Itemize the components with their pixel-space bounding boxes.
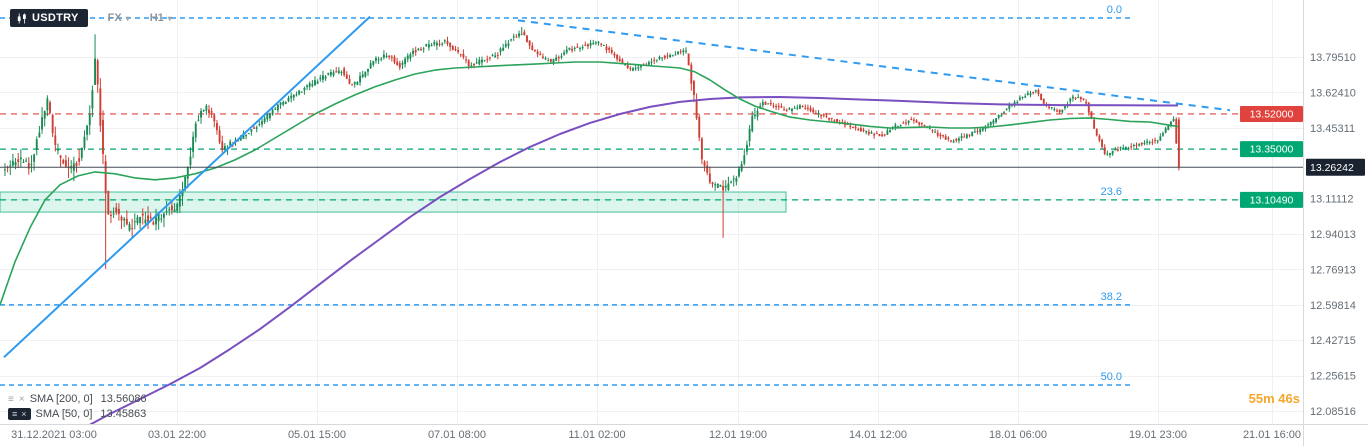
time-tick-label: 05.01 15:00 — [288, 429, 346, 441]
descending-trendline[interactable] — [517, 19, 1231, 112]
indicator-label: SMA [200, 0] — [29, 393, 93, 405]
close-icon[interactable]: × — [18, 393, 25, 405]
price-tick-label: 12.42715 — [1310, 335, 1356, 347]
fib-label: 0.0 — [1107, 4, 1122, 16]
indicator-value: 13.56086 — [100, 393, 147, 405]
symbol-label: USDTRY — [32, 12, 79, 24]
close-icon[interactable]: × — [21, 409, 27, 419]
sma-200-line[interactable] — [52, 96, 1179, 446]
price-tick-label: 12.25615 — [1310, 371, 1356, 383]
time-tick-label: 12.01 19:00 — [709, 429, 767, 441]
price-level-badge[interactable] — [1240, 141, 1303, 158]
fib-label: 23.6 — [1101, 186, 1122, 198]
price-tick-label: 13.11112 — [1310, 194, 1353, 206]
support-zone[interactable] — [0, 191, 787, 213]
price-tick-label: 12.59814 — [1310, 300, 1356, 312]
symbol-toolbar: USDTRY FX ▾ H1 ▾ — [10, 9, 172, 27]
price-level-badge-text: 13.52000 — [1250, 108, 1294, 120]
legend-icon-chip[interactable]: ≡ × — [8, 408, 31, 420]
timeframe-selector[interactable]: H1 ▾ — [150, 12, 172, 24]
indicator-value: 13.45863 — [100, 408, 147, 420]
candlestick-icon — [17, 13, 27, 24]
time-tick-label: 18.01 06:00 — [989, 429, 1047, 441]
fib-label: 38.2 — [1101, 291, 1122, 303]
legend-row-sma50[interactable]: ≡ × SMA [50, 0] 13.45863 — [8, 408, 147, 420]
time-tick-label: 31.12.2021 03:00 — [11, 429, 97, 441]
candle-countdown-timer: 55m 46s — [1248, 391, 1300, 406]
ascending-trendline[interactable] — [3, 15, 371, 358]
candlestick-series — [4, 27, 1180, 269]
price-level-badge[interactable] — [1240, 191, 1303, 208]
time-tick-label: 14.01 12:00 — [849, 429, 907, 441]
price-tick-label: 13.45311 — [1310, 123, 1355, 135]
current-price-badge — [1306, 158, 1365, 176]
time-axis[interactable]: 31.12.2021 03:00 03.01 22:00 05.01 15:00 07… — [11, 429, 1301, 441]
menu-icon[interactable]: ≡ — [12, 409, 18, 419]
price-level-badge[interactable] — [1240, 105, 1303, 122]
price-axis[interactable]: 13.79510 13.62410 13.45311 13.11112 12.94013… — [1306, 52, 1365, 418]
symbol-badge[interactable]: USDTRY — [10, 9, 88, 27]
time-tick-label: 07.01 08:00 — [428, 429, 486, 441]
menu-icon[interactable]: ≡ — [8, 393, 14, 405]
time-tick-label: 19.01 23:00 — [1129, 429, 1187, 441]
sma-50-line[interactable] — [0, 61, 1179, 306]
price-tick-label: 13.62410 — [1310, 87, 1356, 99]
price-tick-label: 13.79510 — [1310, 52, 1356, 64]
indicator-label: SMA [50, 0] — [35, 408, 93, 420]
chevron-down-icon: ▾ — [125, 13, 130, 23]
market-label: FX — [107, 12, 122, 24]
fibonacci-retracement[interactable]: 0.0 23.6 38.2 50.0 — [0, 4, 1130, 386]
price-level-badge-text: 13.10490 — [1250, 194, 1294, 206]
chevron-down-icon: ▾ — [167, 13, 172, 23]
fib-label: 50.0 — [1101, 371, 1122, 383]
price-tick-label: 12.94013 — [1310, 229, 1356, 241]
price-tick-label: 12.76913 — [1310, 264, 1356, 276]
price-tick-label: 12.08516 — [1310, 406, 1356, 418]
legend-row-sma200[interactable]: ≡ × SMA [200, 0] 13.56086 — [8, 393, 147, 405]
timeframe-label: H1 — [149, 12, 164, 24]
time-tick-label: 03.01 22:00 — [148, 429, 206, 441]
price-level-badge-text: 13.35000 — [1250, 144, 1294, 156]
time-tick-label: 21.01 16:00 — [1243, 429, 1301, 441]
indicator-legend: ≡ × SMA [200, 0] 13.56086 ≡ × SMA [50, 0… — [8, 393, 147, 420]
time-tick-label: 11.01 02:00 — [568, 429, 625, 441]
market-selector[interactable]: FX ▾ — [108, 12, 130, 24]
current-price-badge-text: 13.26242 — [1310, 162, 1354, 174]
